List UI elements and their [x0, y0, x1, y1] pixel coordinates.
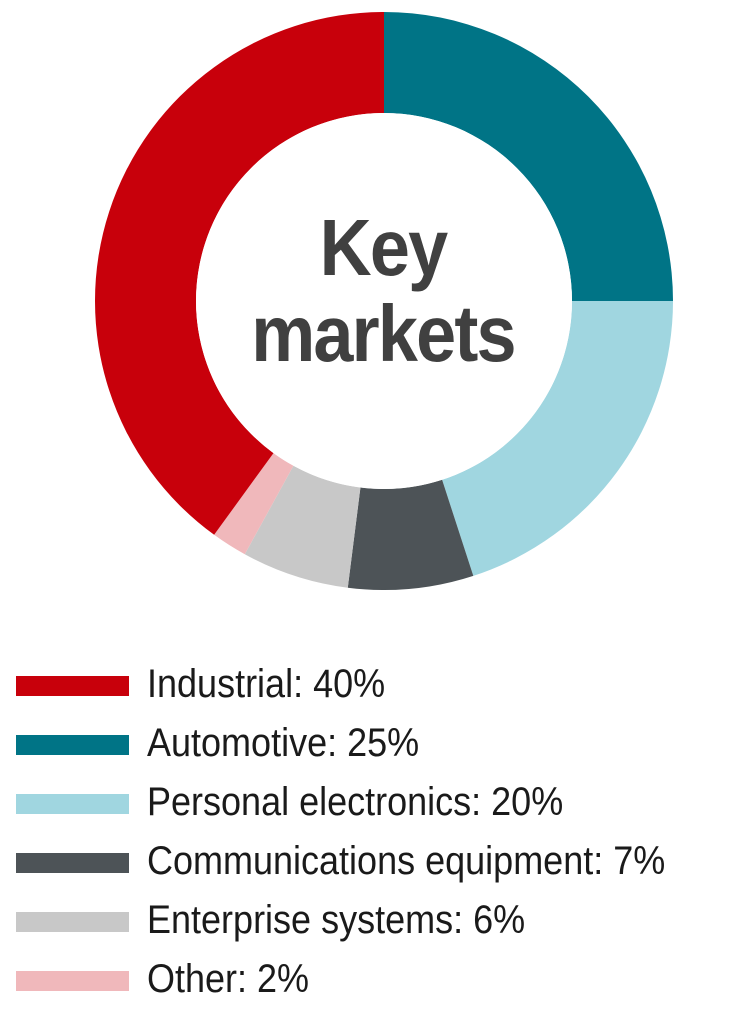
- legend-label-enterprise-systems: Enterprise systems: 6%: [147, 898, 526, 942]
- slice-enterprise-systems: [244, 465, 361, 588]
- slice-other: [214, 453, 294, 555]
- legend-swatch-automotive: [16, 735, 129, 755]
- legend-label-personal-electronics: Personal electronics: 20%: [147, 780, 564, 824]
- legend-item-industrial: Industrial: 40%: [16, 655, 753, 714]
- legend-swatch-industrial: [16, 676, 129, 696]
- chart-title-line-1: Key: [319, 203, 448, 292]
- slice-automotive: [384, 12, 673, 301]
- legend-item-automotive: Automotive: 25%: [16, 714, 753, 773]
- legend-label-other: Other: 2%: [147, 957, 310, 1001]
- legend-swatch-other: [16, 971, 129, 991]
- legend-swatch-enterprise-systems: [16, 912, 129, 932]
- legend: Industrial: 40% Automotive: 25% Personal…: [16, 655, 753, 1009]
- legend-item-other: Other: 2%: [16, 950, 753, 1009]
- legend-label-industrial: Industrial: 40%: [147, 662, 386, 706]
- legend-item-communications-equipment: Communications equipment: 7%: [16, 832, 753, 891]
- slice-communications-equipment: [347, 479, 474, 590]
- slice-industrial: [95, 12, 384, 535]
- legend-label-communications-equipment: Communications equipment: 7%: [147, 839, 666, 883]
- legend-label-automotive: Automotive: 25%: [147, 721, 420, 765]
- legend-swatch-communications-equipment: [16, 853, 129, 873]
- slice-personal-electronics: [442, 301, 673, 576]
- chart-title-line-2: markets: [251, 289, 516, 378]
- legend-swatch-personal-electronics: [16, 794, 129, 814]
- donut-chart: [95, 12, 673, 590]
- donut-hole: [196, 113, 572, 489]
- legend-item-enterprise-systems: Enterprise systems: 6%: [16, 891, 753, 950]
- legend-item-personal-electronics: Personal electronics: 20%: [16, 773, 753, 832]
